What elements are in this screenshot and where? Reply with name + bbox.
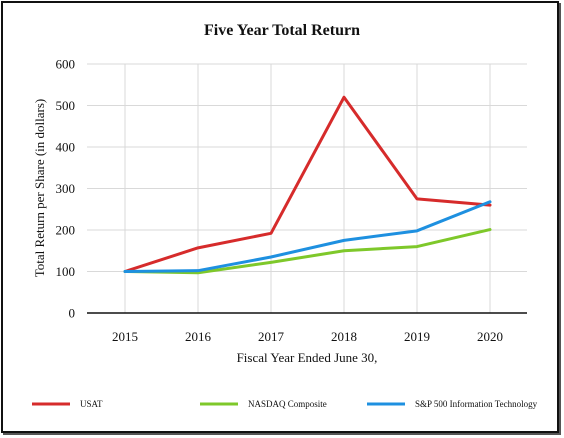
grid xyxy=(87,63,527,313)
x-axis-label: Fiscal Year Ended June 30, xyxy=(237,350,378,365)
series-line xyxy=(123,228,492,275)
y-tick-label: 600 xyxy=(56,57,76,72)
y-tick-label: 0 xyxy=(69,306,76,321)
x-tick-label: 2017 xyxy=(258,329,285,344)
series-line xyxy=(123,95,492,273)
legend-label: S&P 500 Information Technology xyxy=(415,399,538,409)
legend-label: NASDAQ Composite xyxy=(248,399,327,409)
legend-label: USAT xyxy=(80,399,103,409)
x-tick-label: 2015 xyxy=(112,329,138,344)
series-line xyxy=(123,200,492,273)
x-tick-label: 2019 xyxy=(404,329,430,344)
y-tick-label: 300 xyxy=(56,181,76,196)
series-lines xyxy=(123,95,492,275)
x-tick-label: 2016 xyxy=(185,329,212,344)
y-tick-labels: 0 100 200 300 400 500 600 xyxy=(56,57,76,321)
legend: USAT NASDAQ Composite S&P 500 Information … xyxy=(32,399,538,409)
x-tick-label: 2020 xyxy=(477,329,503,344)
y-tick-label: 100 xyxy=(56,264,76,279)
y-tick-label: 200 xyxy=(56,223,76,238)
x-tick-label: 2018 xyxy=(331,329,357,344)
y-tick-label: 500 xyxy=(56,98,76,113)
y-tick-label: 400 xyxy=(56,140,76,155)
y-axis-label: Total Return per Share (in dollars) xyxy=(32,99,47,278)
chart-title: Five Year Total Return xyxy=(204,22,360,39)
x-tick-labels: 2015 2016 2017 2018 2019 2020 xyxy=(112,329,503,344)
